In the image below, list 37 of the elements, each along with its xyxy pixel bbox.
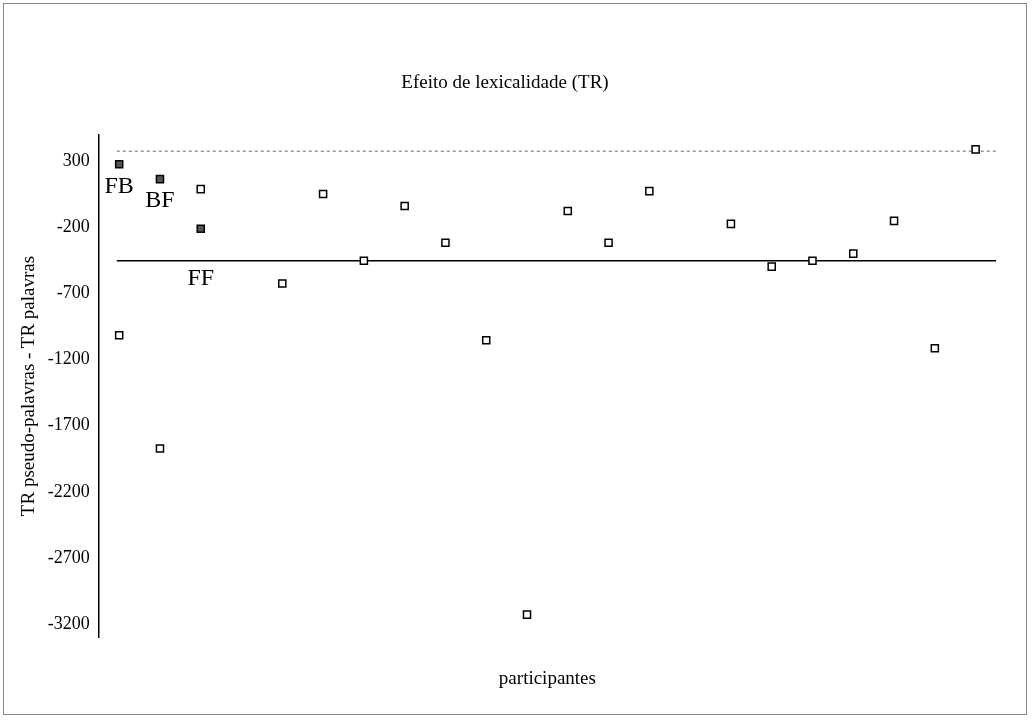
point [114,160,124,169]
annotation: FB [104,171,134,198]
point [645,186,654,196]
point [604,238,613,248]
point [808,256,817,265]
point [481,335,491,345]
point [400,201,409,211]
point [930,343,940,353]
y-tick-label: -200 [56,216,90,237]
point [278,279,287,288]
point [726,219,736,229]
point [848,249,858,258]
point [522,610,532,619]
y-tick-label: 300 [62,149,90,170]
point [889,216,899,226]
point [971,145,980,154]
point [563,206,573,216]
point [114,330,124,340]
point [196,224,206,234]
y-axis-title: TR pseudo-palavras - TR palavras [17,255,39,517]
y-tick-label: -2700 [47,546,90,567]
chart-title: Efeito de lexicalidade (TR) [401,71,609,94]
point [767,262,776,271]
x-axis-title: participantes [498,666,596,688]
y-tick-label: -2200 [47,480,90,501]
point [318,189,328,199]
point [155,444,165,453]
point [441,238,450,248]
point [359,256,369,265]
point [196,184,206,194]
y-tick-label: -700 [56,282,90,303]
y-tick-label: -3200 [47,612,90,633]
point [155,174,165,184]
annotation: BF [145,186,175,213]
y-tick-label: -1200 [47,348,90,369]
y-tick-label: -1700 [47,414,90,435]
annotation: FF [187,263,215,290]
